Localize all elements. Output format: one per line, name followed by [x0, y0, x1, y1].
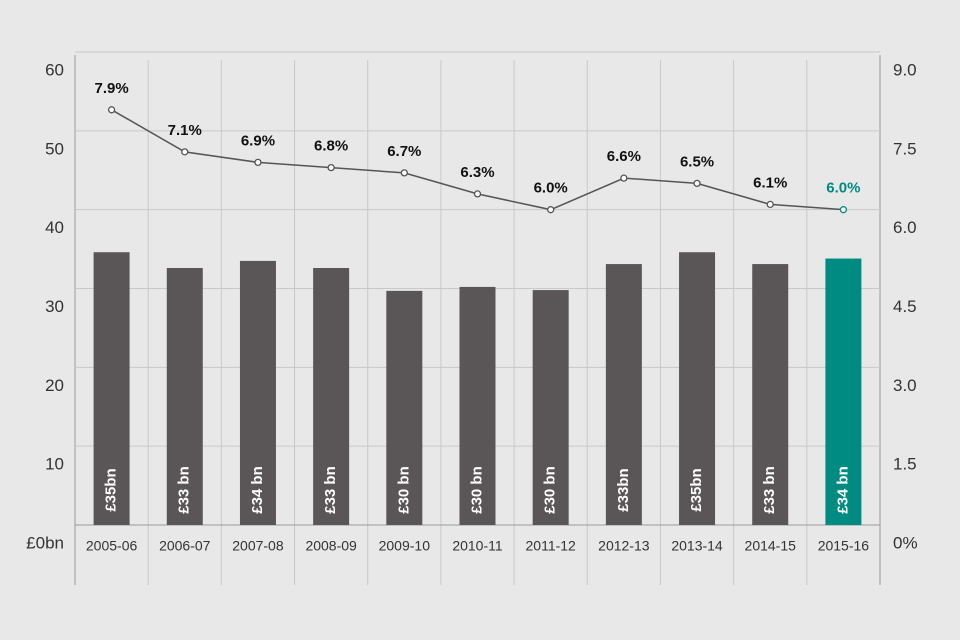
y-tick-label: 10 — [45, 455, 64, 474]
point — [327, 163, 335, 172]
bar — [679, 252, 716, 525]
bar — [313, 268, 350, 525]
x-tick-label: 2010-11 — [452, 538, 503, 554]
bar-label: £30 bn — [542, 466, 559, 514]
point — [473, 190, 482, 198]
bar — [93, 252, 130, 525]
point-label: 7.9% — [94, 80, 128, 97]
y-tick-label: £0bn — [26, 533, 64, 552]
x-tick-label: 2015-16 — [818, 538, 870, 554]
x-tick-label: 2007-08 — [232, 538, 284, 554]
y2-tick-label: 1.5 — [893, 455, 917, 474]
point — [620, 174, 628, 182]
bar-label: £34 bn — [834, 466, 851, 514]
bar-label: £33 bn — [176, 466, 193, 514]
x-tick-label: 2013-14 — [671, 538, 723, 554]
point-label: 6.6% — [607, 148, 641, 165]
bar — [459, 286, 496, 525]
y2-tick-label: 3.0 — [893, 376, 917, 395]
bar-label: £33bn — [615, 468, 632, 511]
y-tick-label: 60 — [45, 60, 64, 79]
point — [766, 200, 774, 209]
point-label: 6.0% — [826, 180, 860, 197]
bar — [386, 290, 423, 525]
y-tick-label: 50 — [45, 139, 64, 158]
bar-label: £33 bn — [761, 466, 778, 514]
x-tick-label: 2012-13 — [598, 538, 650, 554]
bar — [825, 258, 862, 525]
point-label: 6.9% — [241, 132, 275, 149]
bar-label: £35bn — [688, 468, 705, 511]
point-label: 7.1% — [168, 122, 202, 139]
x-tick-label: 2008-09 — [305, 538, 357, 554]
point — [839, 206, 848, 214]
bar — [532, 290, 569, 525]
point — [547, 206, 555, 214]
y-tick-label: 20 — [45, 376, 64, 395]
bar — [752, 264, 789, 525]
point-label: 6.0% — [534, 180, 568, 197]
y2-tick-label: 7.5 — [893, 139, 917, 158]
y2-tick-label: 4.5 — [893, 297, 917, 316]
bar — [605, 264, 642, 525]
x-tick-label: 2005-06 — [86, 538, 138, 554]
bar-label: £30 bn — [395, 466, 412, 514]
point-label: 6.8% — [314, 138, 348, 155]
point-label: 6.5% — [680, 153, 714, 170]
point-label: 6.1% — [753, 174, 787, 191]
point — [107, 106, 116, 114]
point — [400, 169, 408, 177]
y-tick-label: 40 — [45, 218, 64, 237]
bar-label: £30 bn — [468, 466, 485, 514]
y2-tick-label: 9.0 — [893, 60, 917, 79]
x-tick-label: 2014-15 — [745, 538, 797, 554]
point-label: 6.3% — [460, 164, 494, 181]
point — [693, 179, 701, 188]
bar-label: £35bn — [103, 468, 120, 511]
bar — [166, 268, 203, 525]
x-tick-label: 2009-10 — [379, 538, 431, 554]
bar-label: £33 bn — [322, 466, 339, 514]
x-tick-label: 2011-12 — [526, 538, 577, 554]
bar — [239, 260, 276, 525]
point — [254, 158, 262, 167]
point-label: 6.7% — [387, 143, 421, 160]
y-tick-label: 30 — [45, 297, 64, 316]
y2-tick-label: 0% — [893, 533, 918, 552]
y2-tick-label: 6.0 — [893, 218, 917, 237]
bar-label: £34 bn — [249, 466, 266, 514]
point — [181, 148, 189, 156]
x-tick-label: 2006-07 — [159, 538, 211, 554]
